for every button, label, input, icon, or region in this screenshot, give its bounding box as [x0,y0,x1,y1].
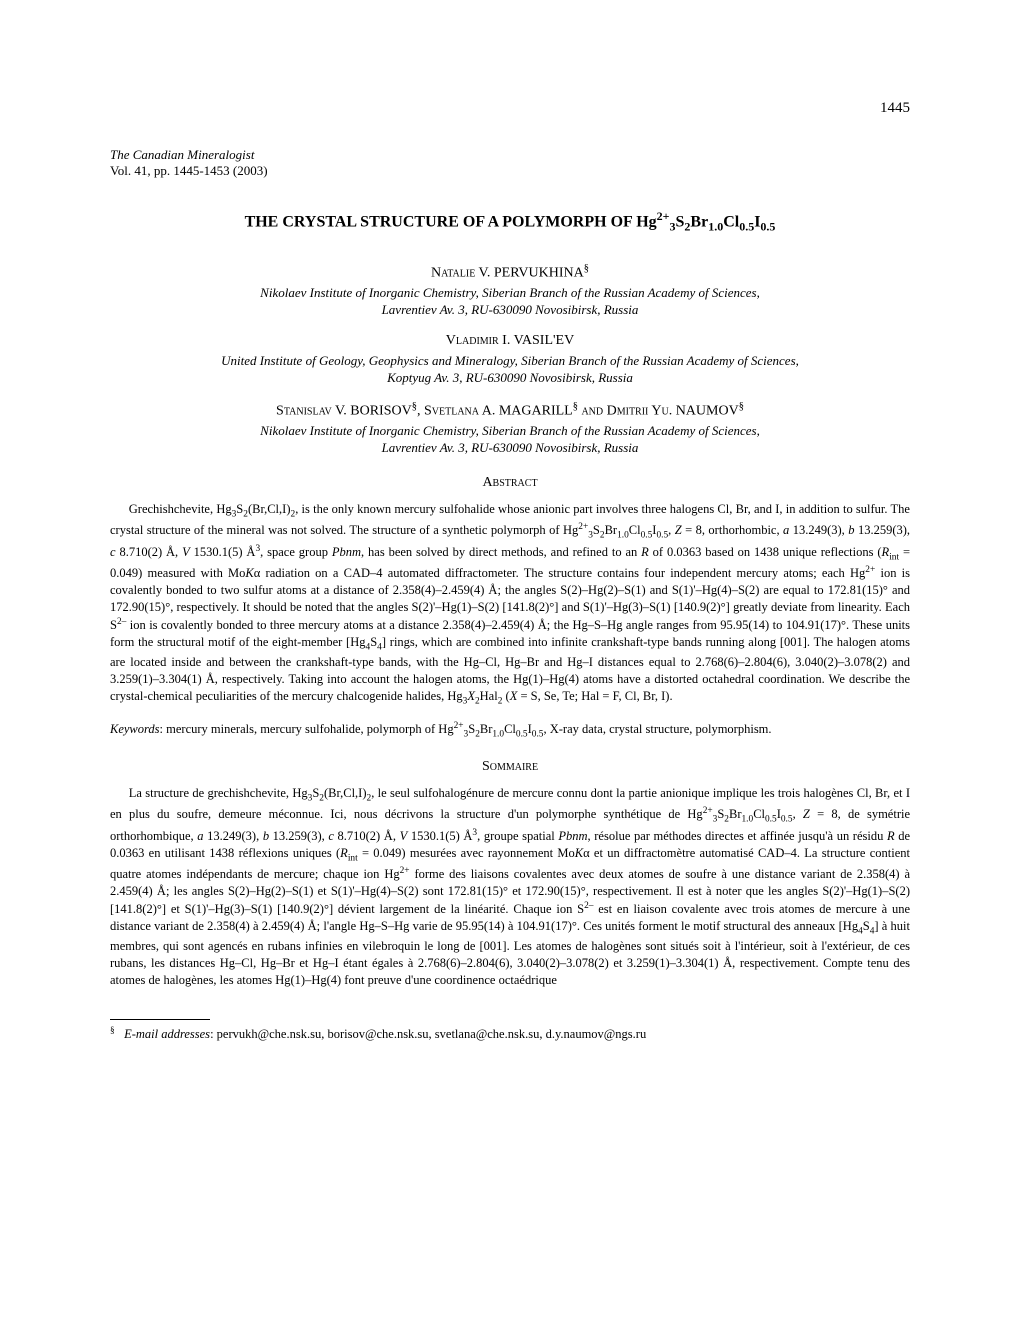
page-number: 1445 [110,100,910,117]
author-name-2: Stanislav V. BORISOV§, Svetlana A. MAGAR… [110,401,910,420]
affiliation-1: United Institute of Geology, Geophysics … [110,353,910,387]
affiliation-0: Nikolaev Institute of Inorganic Chemistr… [110,285,910,319]
journal-name: The Canadian Mineralogist [110,147,910,163]
abstract-heading: Abstract [110,475,910,491]
author-name-1: Vladimir I. VASIL'EV [110,333,910,349]
affiliation-2: Nikolaev Institute of Inorganic Chemistr… [110,423,910,457]
author-name-0: Natalie V. PERVUKHINA§ [110,263,910,282]
sommaire-body: La structure de grechishchevite, Hg3S2(B… [110,785,910,988]
journal-info: The Canadian Mineralogist Vol. 41, pp. 1… [110,147,910,179]
sommaire-heading: Sommaire [110,759,910,775]
author-block-0: Natalie V. PERVUKHINA§ Nikolaev Institut… [110,263,910,319]
keywords: Keywords: mercury minerals, mercury sulf… [110,720,910,741]
page-container: 1445 The Canadian Mineralogist Vol. 41, … [0,0,1020,1092]
journal-volume: Vol. 41, pp. 1445-1453 (2003) [110,163,910,179]
article-title: THE CRYSTAL STRUCTURE OF A POLYMORPH OF … [110,209,910,235]
author-block-1: Vladimir I. VASIL'EV United Institute of… [110,333,910,387]
footnote-rule [110,1019,210,1020]
sommaire-paragraph: La structure de grechishchevite, Hg3S2(B… [110,785,910,988]
author-block-2: Stanislav V. BORISOV§, Svetlana A. MAGAR… [110,401,910,457]
abstract-paragraph: Grechishchevite, Hg3S2(Br,Cl,I)2, is the… [110,501,910,708]
abstract-body: Grechishchevite, Hg3S2(Br,Cl,I)2, is the… [110,501,910,708]
footnote: § E-mail addresses: pervukh@che.nsk.su, … [110,1026,910,1042]
